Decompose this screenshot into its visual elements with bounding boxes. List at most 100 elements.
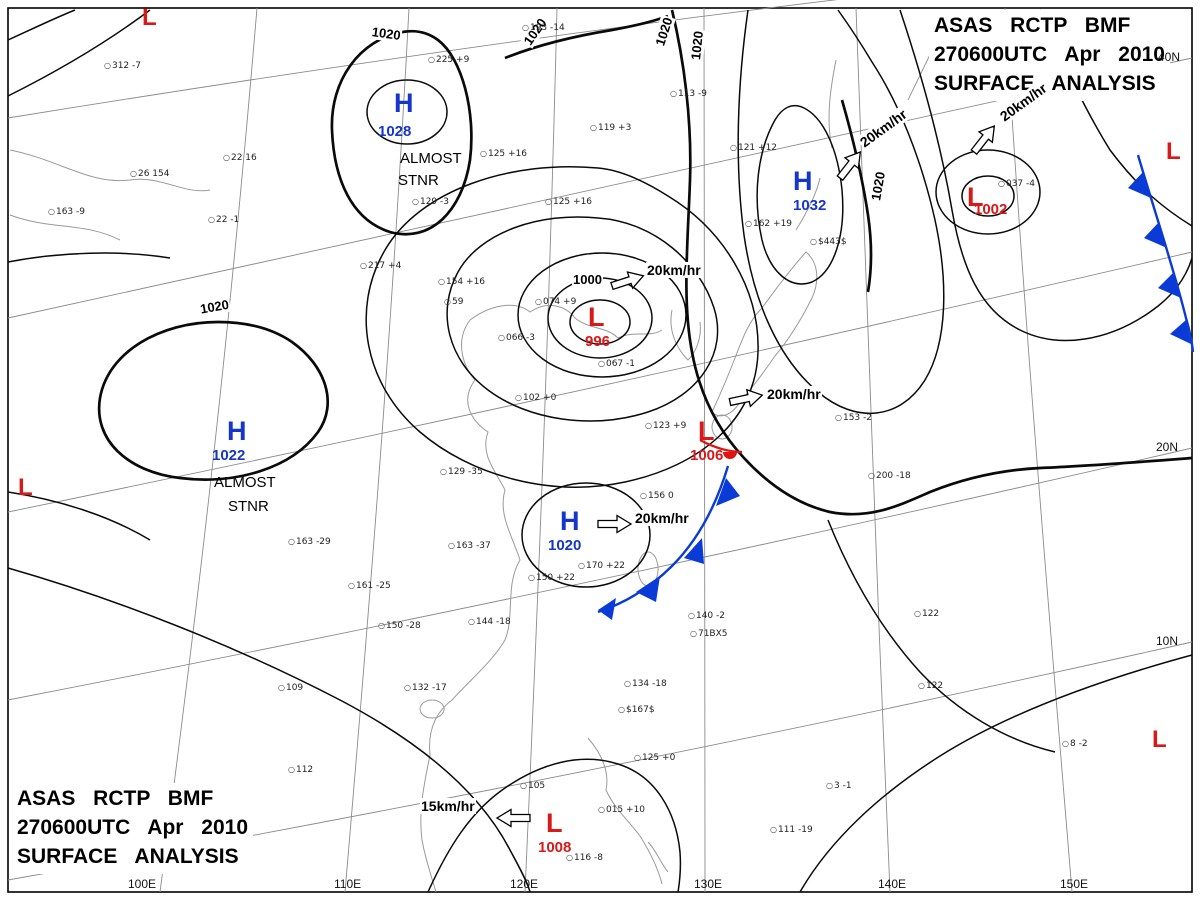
movement-arrow (727, 386, 765, 411)
station-plot: 3 -1 (826, 782, 852, 791)
pressure-center-letter: L (588, 302, 605, 332)
pressure-center-letter: L (546, 808, 563, 838)
title-datetime: 270600UTC Apr 2010 (17, 816, 249, 840)
station-plot: 200 -18 (868, 472, 911, 481)
station-plot: 22 16 (223, 154, 257, 163)
station-plot: 067 -1 (598, 360, 635, 369)
chart-title-bottom-left: ASAS RCTP BMF 270600UTC Apr 2010 SURFACE… (12, 783, 254, 874)
station-plot: 037 -4 (998, 180, 1035, 189)
pressure-center-letter: L (967, 182, 984, 212)
latitude-label: 10N (1156, 634, 1179, 648)
station-plot: $443$ (810, 238, 847, 247)
almost-stnr-label: STNR (398, 172, 439, 189)
station-plot: 154 +16 (438, 278, 485, 287)
station-plot: 122 (918, 682, 943, 691)
station-plot: 121 +12 (730, 144, 777, 153)
pressure-center-letter: H (394, 88, 414, 118)
title-agency: ASAS RCTP BMF (17, 787, 214, 811)
movement-arrow (597, 514, 632, 534)
movement-speed-label: 20km/hr (766, 386, 822, 402)
title-datetime: 270600UTC Apr 2010 (933, 42, 1165, 66)
longitude-label: 110E (334, 877, 362, 891)
station-plot: 163 -9 (48, 208, 85, 217)
pressure-center-letter: H (227, 416, 247, 446)
station-plot: 105 (520, 782, 545, 791)
station-plot: 153 -2 (835, 414, 872, 423)
movement-arrow (608, 267, 647, 295)
latlon-graticule (7, 0, 1193, 893)
station-plot: 113 -9 (670, 90, 707, 99)
latitude-label: 40N (1158, 50, 1181, 64)
station-plot: 162 +19 (745, 220, 792, 229)
movement-speed-label: 15km/hr (420, 798, 476, 814)
edge-low-marker: L (1152, 726, 1167, 753)
isobar-label: 1000 (572, 272, 603, 287)
station-plot: 129 -3 (412, 198, 449, 207)
station-plot: 112 (288, 766, 313, 775)
station-plot: 161 -25 (348, 582, 391, 591)
longitude-label: 150E (1060, 877, 1089, 891)
title-agency: ASAS RCTP BMF (933, 14, 1131, 37)
warm-front (699, 439, 743, 459)
isobar-label: 1020 (688, 29, 707, 62)
station-plot: 074 +9 (535, 298, 576, 307)
edge-low-marker: L (18, 474, 33, 501)
station-plot: $167$ (618, 706, 655, 715)
station-plot: 26 154 (130, 170, 170, 179)
station-plot: 116 -8 (566, 854, 603, 863)
movement-speed-label: 20km/hr (646, 262, 702, 278)
edge-low-marker: L (1166, 138, 1181, 165)
edge-low-marker: L (142, 4, 157, 31)
pressure-center-value: 1028 (378, 123, 412, 140)
almost-stnr-label: ALMOST (400, 150, 462, 167)
station-plot: 170 +22 (578, 562, 625, 571)
chart-title-top-right: ASAS RCTP BMF 270600UTC Apr 2010 SURFACE… (928, 10, 1170, 101)
station-plot: 111 -19 (770, 826, 813, 835)
station-plot: 125 +16 (480, 150, 527, 159)
movement-speed-label: 20km/hr (634, 510, 690, 526)
station-plot: 102 +0 (515, 394, 556, 403)
station-plot: 22 -1 (208, 216, 239, 225)
title-type: SURFACE ANALYSIS (17, 845, 239, 869)
station-plot: 144 -18 (468, 618, 511, 627)
station-plot: 109 (278, 684, 303, 693)
station-plot: 119 +3 (590, 124, 631, 133)
pressure-center-value: 1022 (212, 447, 246, 464)
map-border (7, 7, 1193, 893)
pressure-center-letter: H (560, 506, 580, 536)
station-plot: 066 -3 (498, 334, 535, 343)
almost-stnr-label: ALMOST (214, 474, 276, 491)
isobars (7, 9, 1193, 893)
longitude-label: 140E (878, 877, 907, 891)
station-plot: 156 0 (640, 492, 674, 501)
station-plot: 140 -2 (688, 612, 725, 621)
station-plot: 150 +22 (528, 574, 575, 583)
station-plot: 125 +16 (545, 198, 592, 207)
station-plot: 217 +4 (360, 262, 401, 271)
station-plot: 132 -17 (404, 684, 447, 693)
station-plot: 312 -7 (104, 62, 141, 71)
station-plot: 71BX5 (690, 630, 728, 639)
station-plot: 193 -14 (522, 24, 565, 33)
station-plot: 8 -2 (1062, 740, 1088, 749)
title-type: SURFACE ANALYSIS (933, 71, 1156, 95)
longitude-label: 130E (694, 877, 723, 891)
pressure-center-value: 1008 (538, 839, 572, 856)
station-plot: 150 -28 (378, 622, 421, 631)
longitude-label: 100E (128, 877, 157, 891)
longitude-label: 120E (510, 877, 539, 891)
station-plot: 163 -37 (448, 542, 491, 551)
station-plot: 59 (444, 298, 463, 307)
station-plot: 163 -29 (288, 538, 331, 547)
coastlines (9, 11, 951, 893)
almost-stnr-label: STNR (228, 498, 269, 515)
cold-front (597, 465, 740, 620)
pressure-center-value: 1032 (793, 197, 827, 214)
pressure-center-letter: L (698, 416, 715, 446)
station-plot: 125 +0 (634, 754, 675, 763)
pressure-center-value: 1020 (548, 537, 582, 554)
movement-arrow (496, 808, 531, 828)
station-plot: 134 -18 (624, 680, 667, 689)
